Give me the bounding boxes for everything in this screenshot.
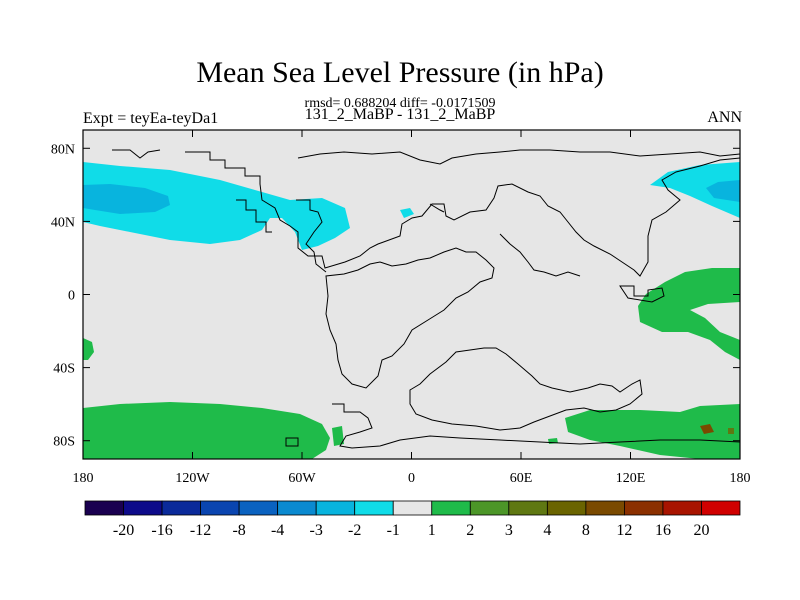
landmass-gondwana	[325, 247, 495, 389]
colorbar-label: -1	[387, 522, 400, 539]
region-ross-sea-pos8	[700, 424, 714, 434]
colorbar-label: 8	[582, 522, 590, 539]
colorbar-label: -12	[190, 522, 211, 539]
colorbar-swatch	[431, 500, 471, 516]
x-tick-label: 120W	[175, 471, 210, 486]
y-tick-label: 40S	[53, 362, 75, 377]
y-tick-label: 80N	[51, 142, 75, 157]
landmass-south-bottom	[332, 403, 740, 449]
colorbar-label: -8	[232, 522, 245, 539]
region-nw-pacific-neg2	[706, 180, 740, 202]
colorbar-swatch	[701, 500, 741, 516]
colorbar-swatch	[469, 500, 510, 516]
y-tick-label: 40N	[51, 215, 75, 230]
region-north-pacific-neg1	[83, 162, 350, 250]
y-axis: 80N 40N 0 40S 80S	[51, 142, 740, 450]
experiment-label: Expt = teyEa-teyDa1	[83, 110, 219, 127]
colorbar-swatch	[354, 500, 394, 516]
region-southern-ocean-aus-pos1	[565, 404, 740, 459]
colorbar-swatch	[315, 500, 356, 516]
colorbar-label: -3	[310, 522, 323, 539]
landmass-east-islands	[285, 285, 665, 447]
landmass-inner-north	[236, 199, 581, 277]
landmass-south	[409, 347, 643, 431]
colorbar-swatch	[238, 500, 279, 516]
x-tick-label: 180	[730, 471, 751, 486]
x-tick-label: 60E	[510, 471, 533, 486]
region-peninsula-pos1	[332, 426, 344, 446]
period-label: 131_2_MaBP - 131_2_MaBP	[304, 106, 496, 123]
colorbar-swatch	[585, 500, 625, 516]
colorbar-label: -16	[151, 522, 172, 539]
colorbar-swatch	[508, 500, 548, 516]
colorbar-swatch	[161, 500, 201, 516]
x-tick-label: 120E	[616, 471, 646, 486]
colorbar-swatch	[662, 500, 702, 516]
colorbar-label: 20	[693, 522, 709, 539]
colorbar-swatch	[277, 500, 317, 516]
landmass-north-top	[112, 149, 740, 165]
region-nw-pacific-neg1	[650, 162, 740, 218]
colorbar-label: 16	[655, 522, 671, 539]
colorbar-label: 12	[616, 522, 632, 539]
season-label: ANN	[707, 109, 742, 126]
y-tick-label: 80S	[53, 435, 75, 450]
continent-outlines	[112, 149, 740, 449]
x-tick-label: 180	[73, 471, 94, 486]
colorbar-swatch	[624, 500, 664, 516]
region-ross-sea-pos4	[728, 428, 734, 434]
colorbar: -20 -16 -12 -8 -4 -3 -2 -1 1 2 3 4 8 12 16 20	[84, 500, 741, 539]
x-tick-label: 0	[408, 471, 415, 486]
colorbar-label: 3	[505, 522, 513, 539]
region-atlantic-neg1	[400, 208, 414, 218]
colorbar-label: 1	[428, 522, 436, 539]
landmass-laurasia	[185, 151, 740, 277]
region-southern-ocean-pacific-pos1	[83, 402, 330, 459]
region-north-pacific-neg2	[83, 184, 170, 214]
colorbar-label: 2	[466, 522, 474, 539]
colorbar-swatch	[546, 500, 587, 516]
colorbar-swatch	[200, 500, 240, 516]
colorbar-label: -4	[271, 522, 284, 539]
x-axis: 180 120W 60W 0 60E 120E 180	[73, 130, 751, 486]
colorbar-swatch	[123, 500, 163, 516]
colorbar-label: -2	[348, 522, 361, 539]
region-west-pacific-pos1	[638, 268, 740, 360]
colorbar-swatch	[84, 500, 124, 516]
colorbar-label: -20	[113, 522, 134, 539]
colorbar-label: 4	[543, 522, 551, 539]
y-tick-label: 0	[68, 289, 75, 304]
x-tick-label: 60W	[288, 471, 316, 486]
chart-subtitle: rmsd= 0.688204 diff= -0.0171509	[304, 96, 496, 111]
region-west-edge-pos1	[83, 338, 94, 360]
anomaly-fields	[83, 162, 740, 459]
colorbar-swatch	[392, 500, 433, 516]
chart-title: Mean Sea Level Pressure (in hPa)	[196, 56, 604, 89]
